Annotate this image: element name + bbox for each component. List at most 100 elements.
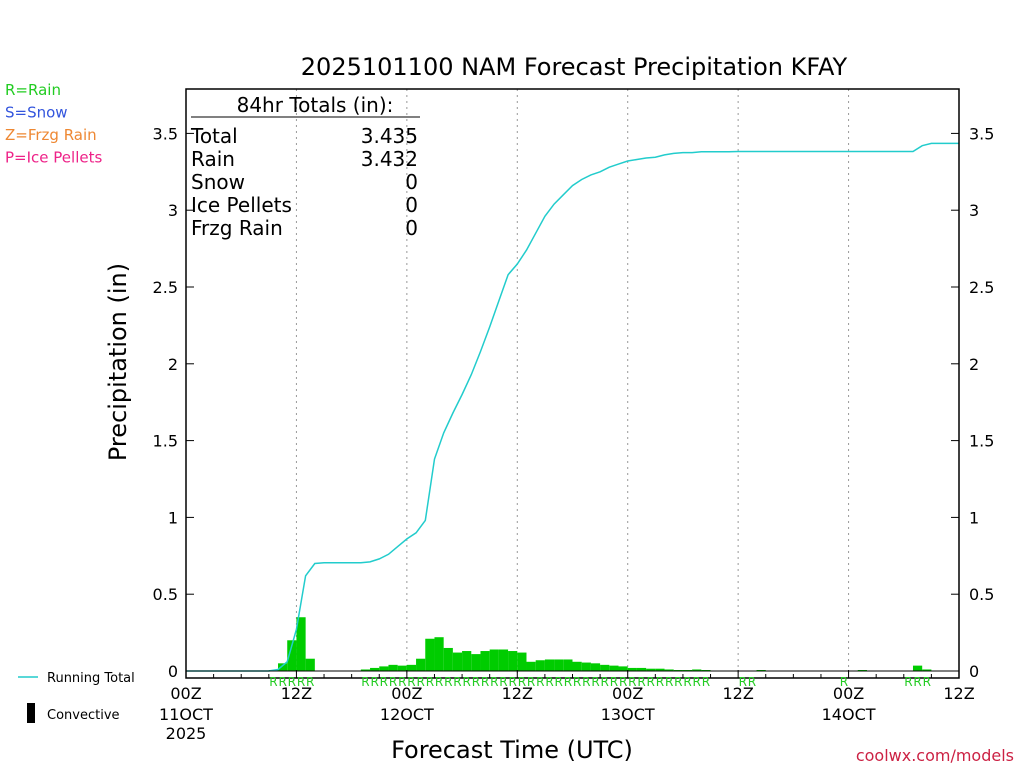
precip-bar <box>498 649 509 671</box>
totals-box: 84hr Totals (in): Total 3.435 Rain 3.432 Sno… <box>190 93 420 240</box>
ptype-mark: R <box>380 675 388 689</box>
ptype-mark: R <box>269 675 277 689</box>
precip-bar <box>425 638 435 671</box>
precip-bar <box>305 658 315 671</box>
totals-row-value: 0 <box>405 193 418 217</box>
ptype-mark: R <box>582 675 590 689</box>
ptype-mark: R <box>555 675 563 689</box>
ptype-mark: R <box>435 675 443 689</box>
precip-bar <box>434 637 444 671</box>
precip-bar <box>535 660 545 671</box>
chart-title: 2025101100 NAM Forecast Precipitation KF… <box>301 53 848 81</box>
ptype-mark: R <box>453 675 461 689</box>
precip-bar <box>692 669 702 671</box>
totals-row-label: Frzg Rain <box>191 216 283 240</box>
precip-bar <box>664 669 674 671</box>
precip-bar <box>581 662 591 671</box>
precip-bar <box>416 658 426 671</box>
ptype-mark: R <box>398 675 406 689</box>
hourly-precip-bars <box>268 617 932 671</box>
ptype-mark: R <box>573 675 581 689</box>
precip-bar <box>452 652 463 671</box>
ptype-mark: R <box>278 675 286 689</box>
precip-bar <box>544 659 555 671</box>
running-total-legend-label: Running Total <box>47 671 135 686</box>
ptype-mark: R <box>444 675 452 689</box>
ptype-legend-item: S=Snow <box>5 104 68 122</box>
precip-bar <box>388 664 398 671</box>
ptype-mark: R <box>416 675 424 689</box>
totals-row-value: 0 <box>405 170 418 194</box>
ptype-mark: R <box>407 675 415 689</box>
ptype-mark: R <box>656 675 664 689</box>
precip-bar <box>471 654 481 671</box>
ptype-mark: R <box>628 675 636 689</box>
y-axis-right: 0 0.5 1 1.5 2 2.5 3 3.5 <box>951 124 994 681</box>
ptype-mark: R <box>591 675 599 689</box>
ptype-mark: R <box>748 675 756 689</box>
x-tick-label: 12Z <box>943 684 974 703</box>
precip-bar <box>618 666 628 671</box>
ptype-mark: R <box>389 675 397 689</box>
totals-row-value: 0 <box>405 216 418 240</box>
y-tick-label-right: 2 <box>969 355 979 374</box>
precip-bar <box>922 669 932 671</box>
x-tick-label: 12Z <box>722 684 753 703</box>
ptype-legend-item: R=Rain <box>5 81 61 99</box>
precip-bar <box>600 664 610 671</box>
precip-bar <box>443 647 453 671</box>
ptype-mark: R <box>739 675 747 689</box>
y-tick-label-right: 1.5 <box>969 432 994 451</box>
precip-bar <box>360 669 371 671</box>
precip-bar <box>480 651 490 671</box>
precip-bar <box>379 666 389 671</box>
y-axis-left: 0 0.5 1 1.5 2 2.5 3 3.5 <box>153 124 194 681</box>
precip-bar <box>489 649 499 671</box>
ptype-mark: R <box>297 675 305 689</box>
ptype-mark: R <box>536 675 544 689</box>
totals-header: 84hr Totals (in): <box>237 93 394 117</box>
y-axis-label: Precipitation (in) <box>104 263 132 461</box>
ptype-mark: R <box>426 675 434 689</box>
ptype-mark: R <box>637 675 645 689</box>
x-tick-label: 00Z <box>612 684 643 703</box>
ptype-mark: R <box>840 675 848 689</box>
y-tick-label-right: 2.5 <box>969 278 994 297</box>
totals-row-label: Snow <box>191 170 245 194</box>
ptype-mark: R <box>361 675 369 689</box>
series-legend: Running Total Convective <box>18 671 135 723</box>
precip-bar <box>627 667 637 671</box>
ptype-legend-item: P=Ice Pellets <box>5 149 102 167</box>
y-tick-label-right: 0.5 <box>969 585 994 604</box>
y-tick-label: 3.5 <box>153 124 178 143</box>
y-tick-label: 3 <box>168 201 178 220</box>
ptype-mark: R <box>370 675 378 689</box>
plot-frame <box>185 88 960 679</box>
x-tick-date: 12OCT <box>380 705 434 724</box>
y-tick-label: 2.5 <box>153 278 178 297</box>
y-tick-label-right: 3 <box>969 201 979 220</box>
precip-bar <box>526 661 536 671</box>
ptype-mark: R <box>619 675 627 689</box>
precip-bar <box>370 667 380 671</box>
grid-lines <box>295 89 850 678</box>
ptype-mark: R <box>564 675 572 689</box>
convective-legend-swatch <box>27 703 35 723</box>
precip-bar <box>609 665 619 671</box>
precip-bar <box>554 659 564 671</box>
ptype-mark: R <box>490 675 498 689</box>
ptype-mark: R <box>665 675 673 689</box>
precip-bar <box>462 651 472 671</box>
precip-bar <box>563 659 573 671</box>
ptype-mark: R <box>518 675 526 689</box>
precip-bar <box>912 665 923 671</box>
x-axis-label: Forecast Time (UTC) <box>391 736 633 764</box>
precip-bar <box>406 664 417 671</box>
precip-bar <box>296 617 306 671</box>
ptype-mark: R <box>527 675 535 689</box>
y-tick-label: 0 <box>168 662 178 681</box>
y-tick-label: 0.5 <box>153 585 178 604</box>
convective-legend-label: Convective <box>47 708 120 723</box>
